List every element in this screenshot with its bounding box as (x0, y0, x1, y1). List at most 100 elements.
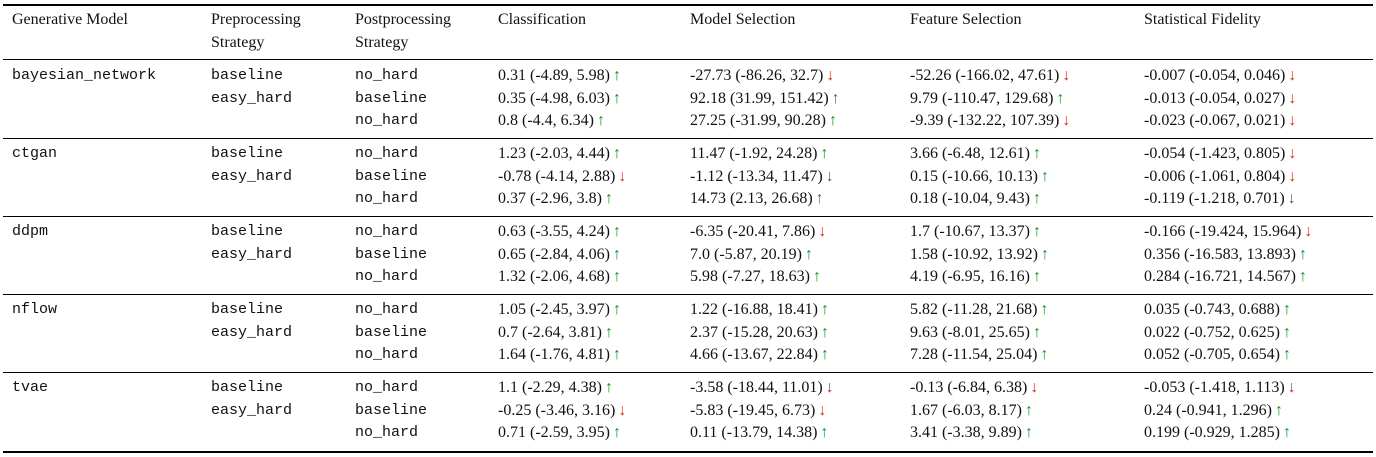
result-cell: 5.82 (-11.28, 21.68) ↑ (910, 300, 1048, 320)
preprocessing: baseline (211, 223, 284, 240)
trend-arrow: ↓ (1288, 145, 1297, 162)
result-value: 2.37 (-15.28, 20.63) (690, 323, 818, 341)
result-value: 92.18 (31.99, 151.42) (690, 89, 829, 107)
trend-arrow: ↑ (820, 346, 829, 364)
preprocessing: easy_hard (211, 167, 293, 185)
result-cell: -0.013 (-0.054, 0.027) ↓ (1144, 89, 1296, 109)
result-value: -0.023 (-0.067, 0.021) (1144, 112, 1286, 130)
result-cell: -27.73 (-86.26, 32.7) ↓ (690, 66, 834, 86)
result-value: -0.007 (-0.054, 0.046) (1144, 67, 1286, 84)
trend-arrow: ↑ (604, 323, 613, 341)
result-cell: 0.24 (-0.941, 1.296) ↑ (1144, 401, 1283, 421)
trend-arrow: ↑ (820, 145, 829, 162)
postprocessing: no_hard (355, 112, 419, 130)
result-value: -52.26 (-166.02, 47.61) (910, 67, 1060, 84)
postprocessing: baseline (355, 401, 428, 419)
trend-arrow: ↓ (1288, 167, 1297, 185)
group-rule (3, 372, 1373, 373)
result-value: 7.28 (-11.54, 25.04) (910, 346, 1038, 364)
result-cell: 1.32 (-2.06, 4.68) ↑ (498, 267, 621, 287)
top-rule (3, 4, 1373, 6)
preprocessing: baseline (211, 301, 284, 318)
result-cell: -6.35 (-20.41, 7.86) ↓ (690, 222, 826, 242)
preprocessing: baseline (211, 67, 284, 84)
trend-arrow: ↑ (1040, 167, 1049, 185)
postprocessing: baseline (355, 167, 428, 185)
result-cell: 0.37 (-2.96, 3.8) ↑ (498, 189, 613, 209)
preprocessing: easy_hard (211, 323, 293, 341)
result-value: 0.035 (-0.743, 0.688) (1144, 301, 1280, 318)
result-cell: 1.05 (-2.45, 3.97) ↑ (498, 300, 621, 320)
result-cell: 1.58 (-10.92, 13.92) ↑ (910, 245, 1049, 265)
model-name: nflow (12, 301, 58, 318)
result-value: -0.25 (-3.46, 3.16) (498, 401, 616, 419)
preprocessing: baseline (211, 145, 284, 162)
result-cell: 0.18 (-10.04, 9.43) ↑ (910, 189, 1041, 209)
trend-arrow: ↓ (1030, 379, 1039, 396)
result-value: 0.11 (-13.79, 14.38) (690, 424, 818, 442)
postprocessing: no_hard (355, 190, 419, 208)
result-cell: 0.35 (-4.98, 6.03) ↑ (498, 89, 621, 109)
result-value: 27.25 (-31.99, 90.28) (690, 112, 826, 130)
trend-arrow: ↓ (1287, 190, 1296, 208)
result-value: 0.356 (-16.583, 13.893) (1144, 245, 1296, 263)
result-cell: 1.23 (-2.03, 4.44) ↑ (498, 144, 621, 164)
trend-arrow: ↑ (828, 112, 837, 130)
trend-arrow: ↑ (604, 379, 613, 396)
result-cell: -0.054 (-1.423, 0.805) ↓ (1144, 144, 1296, 164)
trend-arrow: ↑ (612, 145, 621, 162)
result-value: 1.05 (-2.45, 3.97) (498, 301, 610, 318)
result-cell: 0.7 (-2.64, 3.81) ↑ (498, 323, 613, 343)
trend-arrow: ↓ (1288, 67, 1297, 84)
trend-arrow: ↑ (612, 424, 621, 442)
result-value: 1.22 (-16.88, 18.41) (690, 301, 818, 318)
group-rule (3, 216, 1373, 217)
trend-arrow: ↑ (1024, 401, 1033, 419)
trend-arrow: ↑ (815, 190, 824, 208)
trend-arrow: ↑ (1032, 323, 1041, 341)
trend-arrow: ↑ (1274, 401, 1283, 419)
result-cell: 92.18 (31.99, 151.42) ↑ (690, 89, 840, 109)
result-value: 3.66 (-6.48, 12.61) (910, 145, 1030, 162)
header-label: Preprocessing (211, 11, 301, 28)
postprocessing: no_hard (355, 223, 419, 240)
trend-arrow: ↓ (1304, 223, 1313, 240)
result-value: 4.66 (-13.67, 22.84) (690, 346, 818, 364)
group-rule (3, 138, 1373, 139)
result-value: 1.64 (-1.76, 4.81) (498, 346, 610, 364)
result-value: 1.1 (-2.29, 4.38) (498, 379, 602, 396)
trend-arrow: ↓ (1287, 379, 1296, 396)
result-value: 0.199 (-0.929, 1.285) (1144, 424, 1280, 442)
result-value: 0.37 (-2.96, 3.8) (498, 190, 602, 208)
header-label: Statistical Fidelity (1144, 11, 1261, 28)
result-cell: -0.007 (-0.054, 0.046) ↓ (1144, 66, 1296, 86)
result-value: 1.32 (-2.06, 4.68) (498, 268, 610, 286)
trend-arrow: ↑ (612, 268, 621, 286)
trend-arrow: ↑ (1032, 145, 1041, 162)
result-cell: 4.66 (-13.67, 22.84) ↑ (690, 345, 829, 365)
result-value: 0.284 (-16.721, 14.567) (1144, 268, 1296, 286)
trend-arrow: ↑ (612, 89, 621, 107)
result-cell: 0.65 (-2.84, 4.06) ↑ (498, 245, 621, 265)
result-value: 0.24 (-0.941, 1.296) (1144, 401, 1272, 419)
result-cell: 14.73 (2.13, 26.68) ↑ (690, 189, 824, 209)
trend-arrow: ↑ (612, 67, 621, 84)
result-value: -1.12 (-13.34, 11.47) (690, 167, 823, 185)
result-value: 0.31 (-4.89, 5.98) (498, 67, 610, 84)
result-cell: 0.71 (-2.59, 3.95) ↑ (498, 423, 621, 443)
model-name: ddpm (12, 223, 49, 240)
header-label: Feature Selection (910, 11, 1022, 28)
header-label: Generative Model (12, 11, 128, 28)
preprocessing: baseline (211, 379, 284, 396)
result-cell: -52.26 (-166.02, 47.61) ↓ (910, 66, 1070, 86)
trend-arrow: ↑ (1298, 268, 1307, 286)
trend-arrow: ↑ (1298, 245, 1307, 263)
result-cell: 0.052 (-0.705, 0.654) ↑ (1144, 345, 1291, 365)
result-value: -5.83 (-19.45, 6.73) (690, 401, 816, 419)
result-cell: -5.83 (-19.45, 6.73) ↓ (690, 401, 826, 421)
result-value: -0.006 (-1.061, 0.804) (1144, 167, 1286, 185)
result-value: -0.013 (-0.054, 0.027) (1144, 89, 1286, 107)
result-cell: 3.66 (-6.48, 12.61) ↑ (910, 144, 1041, 164)
result-value: 3.41 (-3.38, 9.89) (910, 424, 1022, 442)
